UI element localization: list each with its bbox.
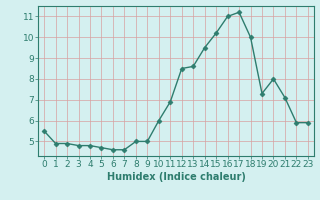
X-axis label: Humidex (Indice chaleur): Humidex (Indice chaleur) [107, 172, 245, 182]
